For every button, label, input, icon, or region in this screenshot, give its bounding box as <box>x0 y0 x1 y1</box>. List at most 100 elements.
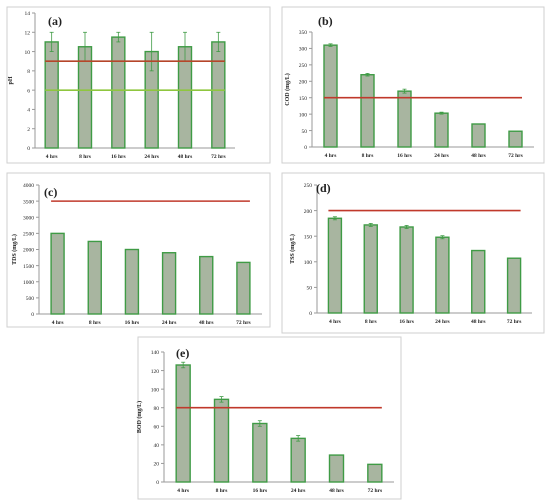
x-tick-label: 72 hrs <box>508 153 523 159</box>
y-tick-label: 50 <box>302 129 308 135</box>
y-axis-title: TSS (mg/L) <box>289 234 296 264</box>
y-tick-label: 4000 <box>23 183 34 189</box>
bar <box>399 226 414 314</box>
chart-panel-4: 0 50 100 150 200 250 TSS (mg/L) 4 hrs 8 hrs 16 hr… <box>281 172 545 334</box>
x-tick-label: 24 hrs <box>144 154 159 160</box>
x-tick-label: 16 hrs <box>397 153 412 159</box>
y-axis-title: TDS (mg/L) <box>11 234 18 265</box>
y-tick-label: 100 <box>299 112 308 118</box>
y-tick-label: 250 <box>299 63 308 69</box>
x-tick-label: 4 hrs <box>52 320 64 326</box>
x-tick-label: 4 hrs <box>177 488 189 494</box>
y-tick-label: 3000 <box>23 215 34 221</box>
x-tick-label: 48 hrs <box>471 319 486 325</box>
y-tick-label: 80 <box>154 406 160 412</box>
y-tick-label: 40 <box>154 443 160 449</box>
bar <box>111 36 126 149</box>
bar <box>328 454 345 483</box>
bar <box>290 437 306 483</box>
bar <box>367 463 383 483</box>
y-tick-label: 50 <box>307 286 313 292</box>
bar <box>506 257 522 314</box>
y-tick-label: 200 <box>304 209 313 215</box>
y-tick-label: 150 <box>304 234 313 240</box>
chart-panel-3: 0 500 1000 1500 2000 2500 3000 3500 4000 TDS (mg/… <box>6 172 271 328</box>
y-tick-label: 12 <box>25 30 31 36</box>
bar <box>323 44 338 148</box>
y-tick-label: 14 <box>25 11 31 17</box>
y-tick-label: 100 <box>151 387 160 393</box>
y-tick-label: 1000 <box>23 280 34 286</box>
y-tick-label: 120 <box>151 369 160 375</box>
x-tick-label: 16 hrs <box>253 488 268 494</box>
x-tick-label: 8 hrs <box>365 319 377 325</box>
x-tick-label: 4 hrs <box>325 153 337 159</box>
bar <box>236 261 251 315</box>
y-tick-label: 1500 <box>23 264 34 270</box>
x-tick-label: 48 hrs <box>199 320 214 326</box>
y-tick-label: 200 <box>299 79 308 85</box>
x-tick-label: 8 hrs <box>362 153 374 159</box>
y-tick-label: 0 <box>304 145 307 151</box>
bar <box>471 123 486 148</box>
y-tick-label: 2000 <box>23 248 34 254</box>
bar <box>213 398 230 483</box>
x-tick-label: 24 hrs <box>435 319 450 325</box>
x-tick-label: 8 hrs <box>89 320 101 326</box>
chart-panel-5: 0 20 40 60 80 100 120 140 BOD (mg/L) 4 hrs 8 hrs 16… <box>136 336 402 500</box>
chart-panel-1: 0 2 4 6 8 10 12 14 pH 4 hrs 8 hrs 16 hrs 24 hrs 48 hr… <box>6 6 271 164</box>
bar <box>434 112 449 148</box>
y-tick-label: 140 <box>151 350 160 356</box>
x-tick-label: 8 hrs <box>79 154 91 160</box>
bar <box>327 217 343 314</box>
x-tick-label: 48 hrs <box>178 154 193 160</box>
bar <box>252 422 268 483</box>
x-tick-label: 72 hrs <box>236 320 251 326</box>
x-tick-label: 24 hrs <box>162 320 177 326</box>
y-tick-label: 60 <box>154 424 160 430</box>
y-tick-label: 250 <box>304 183 313 189</box>
panel-label: (b) <box>318 14 333 28</box>
x-tick-label: 16 hrs <box>111 154 126 160</box>
y-tick-label: 4 <box>27 108 30 114</box>
y-axis-title: pH <box>8 76 14 84</box>
bar <box>161 252 177 315</box>
bar <box>211 41 226 149</box>
y-tick-label: 2 <box>27 127 30 133</box>
bar <box>124 248 140 315</box>
y-tick-label: 300 <box>299 47 308 53</box>
bar <box>508 130 523 148</box>
bar <box>360 74 375 148</box>
x-tick-label: 72 hrs <box>211 154 226 160</box>
panel-label: (d) <box>316 181 331 195</box>
y-tick-label: 2500 <box>23 232 34 238</box>
y-axis-title: BOD (mg/L) <box>136 401 143 433</box>
y-tick-label: 500 <box>26 296 35 302</box>
bar <box>44 41 59 149</box>
x-tick-label: 4 hrs <box>329 319 341 325</box>
bar <box>397 90 412 148</box>
y-tick-label: 0 <box>309 311 312 317</box>
y-tick-label: 3500 <box>23 199 34 205</box>
bar <box>363 224 378 314</box>
x-tick-label: 4 hrs <box>46 154 58 160</box>
panel-label: (a) <box>48 14 62 28</box>
y-tick-label: 0 <box>27 146 30 152</box>
bar <box>175 364 191 483</box>
x-tick-label: 48 hrs <box>471 153 486 159</box>
x-tick-label: 48 hrs <box>329 488 344 494</box>
y-tick-label: 100 <box>304 260 313 266</box>
y-tick-label: 350 <box>299 30 308 36</box>
x-tick-label: 8 hrs <box>216 488 228 494</box>
y-tick-label: 6 <box>27 88 30 94</box>
panel-frame <box>281 6 545 164</box>
x-tick-label: 16 hrs <box>399 319 414 325</box>
panel-label: (c) <box>44 185 57 199</box>
y-tick-label: 20 <box>154 462 160 468</box>
chart-panel-2: 0 50 100 150 200 250 300 350 COD (mg/L) 4 hrs 8 hr… <box>281 6 545 164</box>
bar <box>435 236 450 314</box>
x-tick-label: 24 hrs <box>434 153 449 159</box>
x-tick-label: 72 hrs <box>507 319 522 325</box>
y-axis-title: COD (mg/L) <box>284 73 291 106</box>
y-tick-label: 0 <box>156 480 159 486</box>
